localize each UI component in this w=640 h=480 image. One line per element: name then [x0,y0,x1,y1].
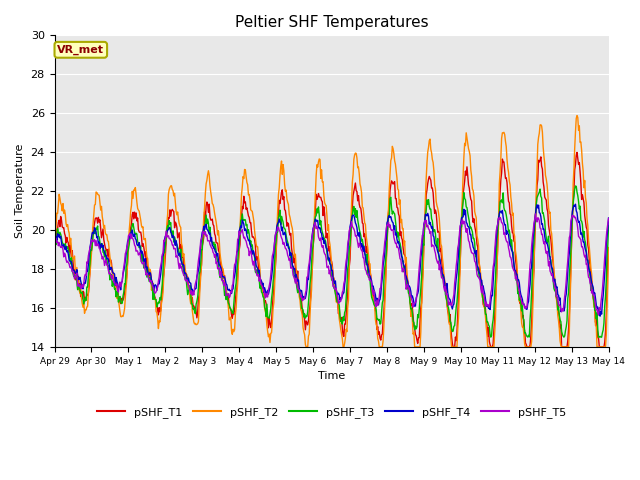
pSHF_T3 [323,250,331,255]
pSHF_T2 [605,245,612,251]
pSHF_T5 [196,247,204,252]
pSHF_T2 [196,285,204,291]
pSHF_T4 [51,239,58,245]
pSHF_T4 [572,201,579,207]
Line: pSHF_T5: pSHF_T5 [54,214,609,315]
X-axis label: Time: Time [318,371,345,381]
pSHF_T4 [323,246,331,252]
pSHF_T1 [323,230,331,236]
pSHF_T3 [431,231,439,237]
pSHF_T4 [377,291,385,297]
pSHF_T2 [555,318,563,324]
pSHF_T3 [196,269,204,275]
pSHF_T1 [196,277,204,283]
Line: pSHF_T3: pSHF_T3 [54,186,609,337]
pSHF_T2 [378,344,385,350]
pSHF_T2 [433,199,440,204]
pSHF_T5 [51,247,58,253]
pSHF_T3 [51,246,58,252]
pSHF_T3 [377,321,385,326]
pSHF_T1 [172,221,180,227]
pSHF_T5 [605,216,612,221]
pSHF_T5 [377,285,385,291]
Title: Peltier SHF Temperatures: Peltier SHF Temperatures [235,15,428,30]
pSHF_T1 [377,337,385,343]
Legend: pSHF_T1, pSHF_T2, pSHF_T3, pSHF_T4, pSHF_T5: pSHF_T1, pSHF_T2, pSHF_T3, pSHF_T4, pSHF… [92,402,571,422]
pSHF_T2 [51,248,58,253]
pSHF_T4 [554,292,562,298]
pSHF_T1 [605,245,612,251]
pSHF_T4 [605,215,612,221]
pSHF_T4 [196,251,204,256]
pSHF_T3 [172,240,180,246]
Y-axis label: Soil Temperature: Soil Temperature [15,144,25,238]
pSHF_T3 [605,222,612,228]
Line: pSHF_T1: pSHF_T1 [54,153,609,347]
pSHF_T2 [302,344,310,350]
pSHF_T1 [555,310,563,315]
pSHF_T5 [323,264,331,270]
pSHF_T5 [555,302,563,308]
pSHF_T5 [431,251,439,256]
pSHF_T3 [555,304,563,310]
Line: pSHF_T4: pSHF_T4 [54,204,609,316]
pSHF_T3 [487,334,495,340]
pSHF_T2 [573,113,581,119]
Text: VR_met: VR_met [58,45,104,55]
pSHF_T2 [172,208,180,214]
pSHF_T4 [431,242,439,248]
Line: pSHF_T2: pSHF_T2 [54,116,609,347]
pSHF_T3 [572,183,579,189]
pSHF_T1 [431,207,439,213]
pSHF_T5 [532,211,540,217]
pSHF_T1 [573,150,581,156]
pSHF_T4 [172,238,180,243]
pSHF_T4 [596,313,604,319]
pSHF_T2 [324,228,332,233]
pSHF_T1 [51,243,58,249]
pSHF_T1 [449,344,457,350]
pSHF_T5 [172,254,180,260]
pSHF_T5 [595,312,602,318]
